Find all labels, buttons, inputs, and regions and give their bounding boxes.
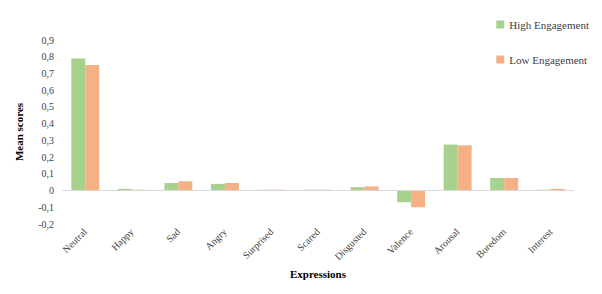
svg-text:-0,2: -0,2: [38, 219, 54, 230]
svg-text:0,1: 0,1: [42, 168, 55, 179]
svg-text:0,4: 0,4: [42, 118, 55, 129]
svg-text:0,5: 0,5: [42, 101, 55, 112]
svg-text:Boredom: Boredom: [474, 226, 508, 260]
svg-text:High Engagement: High Engagement: [509, 19, 589, 31]
svg-text:0,6: 0,6: [42, 85, 55, 96]
svg-text:0,8: 0,8: [42, 51, 55, 62]
svg-text:0,7: 0,7: [42, 68, 55, 79]
svg-text:Valence: Valence: [385, 226, 416, 257]
svg-text:Low Engagement: Low Engagement: [509, 54, 587, 66]
svg-text:Interest: Interest: [526, 226, 555, 255]
svg-text:Expressions: Expressions: [290, 268, 347, 280]
svg-text:-0,1: -0,1: [38, 202, 54, 213]
svg-text:0,9: 0,9: [42, 35, 55, 46]
svg-text:0: 0: [49, 185, 54, 196]
svg-text:Scared: Scared: [295, 226, 322, 253]
svg-text:Happy: Happy: [109, 226, 136, 253]
svg-text:Arousal: Arousal: [431, 226, 461, 256]
svg-text:Angry: Angry: [203, 226, 229, 252]
svg-text:Disgusted: Disgusted: [332, 226, 368, 262]
svg-text:Surprised: Surprised: [240, 226, 275, 261]
svg-text:Mean scores: Mean scores: [13, 102, 25, 161]
svg-text:Neutral: Neutral: [60, 226, 89, 255]
svg-text:Sad: Sad: [164, 226, 182, 244]
svg-text:0,3: 0,3: [42, 135, 55, 146]
svg-text:0,2: 0,2: [42, 152, 55, 163]
